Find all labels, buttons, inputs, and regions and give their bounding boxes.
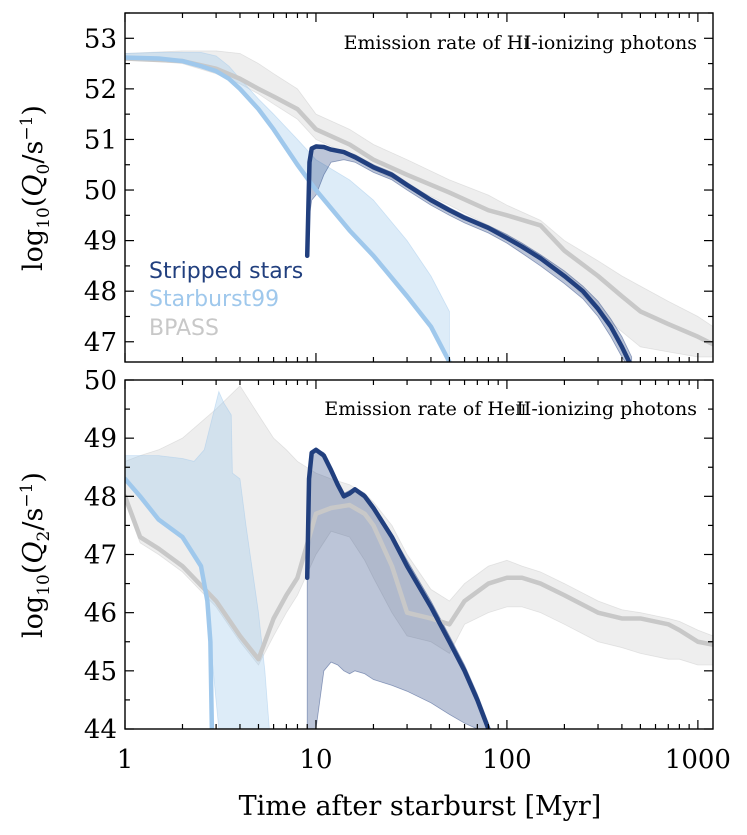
- x-tick-labels: 1 10 100 1000: [117, 745, 731, 775]
- legend: Stripped stars Starburst99 BPASS: [149, 259, 303, 341]
- bottom-axis-ticks: 44 45 46 47 48 49 50: [84, 366, 713, 745]
- bottom-ytick-label: 48: [84, 482, 117, 512]
- top-ytick-label: 53: [84, 24, 117, 54]
- legend-starburst99: Starburst99: [149, 287, 279, 312]
- bottom-line-starburst99: [125, 476, 215, 729]
- x-tick-label: 10: [299, 745, 332, 775]
- bottom-title-roman-II: II: [515, 403, 526, 419]
- top-ytick-label: 49: [84, 227, 117, 257]
- top-series-lines: [125, 55, 713, 362]
- top-line-starburst99: [125, 55, 452, 362]
- bottom-y-axis-label: log10(Q2/s−1): [17, 472, 54, 638]
- bottom-series-lines: [125, 447, 713, 729]
- bottom-ytick-label: 50: [84, 366, 117, 396]
- top-ytick-label: 50: [84, 176, 117, 206]
- top-panel: 47 48 49 50 51 52 53 Emission rate of HII-ioni…: [17, 12, 714, 363]
- top-title-roman-I: I: [523, 37, 529, 53]
- top-ytick-label: 48: [84, 277, 117, 307]
- top-line-stripped-stars: [304, 144, 632, 362]
- bottom-ytick-label: 49: [84, 424, 117, 454]
- bottom-line-bpass: [125, 494, 713, 662]
- bottom-panel-title: Emission rate of HeIIII-ionizing photons: [324, 398, 697, 420]
- top-ytick-label: 51: [84, 125, 117, 155]
- x-tick-label: 100: [482, 745, 532, 775]
- bottom-ytick-label: 47: [84, 541, 117, 571]
- bottom-ytick-label: 45: [84, 657, 117, 687]
- legend-stripped-stars: Stripped stars: [149, 259, 303, 284]
- bottom-panel: 44 45 46 47 48 49 50 Emission rate of HeIIII-i…: [17, 366, 714, 745]
- bottom-ytick-label: 44: [84, 715, 117, 745]
- top-ytick-label: 52: [84, 75, 117, 105]
- top-band-bpass: [125, 50, 713, 358]
- x-tick-label: 1000: [665, 745, 731, 775]
- top-ytick-label: 47: [84, 328, 117, 358]
- top-plot-frame: [124, 12, 714, 363]
- top-y-axis-label: log10(Q0/s−1): [17, 105, 54, 271]
- top-line-bpass: [125, 56, 713, 347]
- x-axis-label: Time after starburst [Myr]: [239, 791, 602, 822]
- bottom-ytick-label: 46: [84, 599, 117, 629]
- legend-bpass: BPASS: [149, 316, 219, 341]
- top-axis-ticks: 47 48 49 50 51 52 53: [84, 12, 713, 362]
- bottom-line-stripped-stars: [304, 447, 491, 729]
- x-tick-label: 1: [117, 745, 134, 775]
- top-panel-title: Emission rate of HII-ionizing photons: [344, 32, 697, 54]
